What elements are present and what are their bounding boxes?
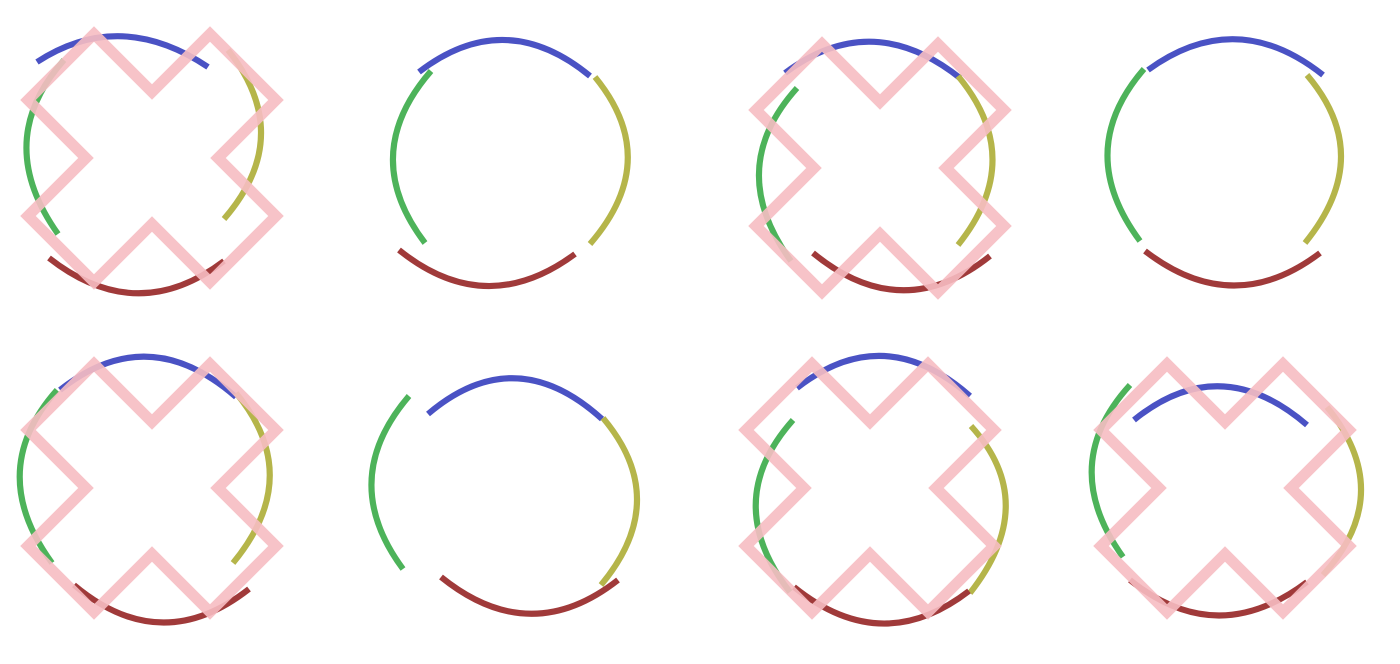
right-arc xyxy=(955,74,996,247)
bottom-arc xyxy=(439,574,620,617)
panel-5 xyxy=(16,353,284,626)
cross-outline-shape xyxy=(1093,356,1357,620)
left-arc xyxy=(755,85,800,263)
left-arc xyxy=(368,394,412,571)
left-arc xyxy=(1104,67,1147,243)
panel-4 xyxy=(1104,36,1344,289)
panel-8 xyxy=(1088,356,1364,620)
panel-3 xyxy=(748,36,1012,300)
panel-1 xyxy=(20,26,284,297)
cross-outline-icon xyxy=(738,356,1002,620)
top-arc xyxy=(426,375,605,422)
left-arc xyxy=(389,69,434,245)
cross-outline-shape xyxy=(738,356,1002,620)
bottom-arc xyxy=(72,582,251,626)
top-arc xyxy=(1146,36,1325,78)
bottom-arc xyxy=(811,250,992,294)
bottom-arc xyxy=(397,247,577,289)
right-arc xyxy=(598,416,640,587)
top-arc xyxy=(417,37,592,79)
cross-outline-icon xyxy=(1093,356,1357,620)
panel-6 xyxy=(368,375,640,617)
cross-outline-icon xyxy=(748,36,1012,300)
cross-outline-shape xyxy=(748,36,1012,300)
cross-outline-shape xyxy=(20,356,284,620)
cross-outline-icon xyxy=(20,26,284,290)
right-arc xyxy=(587,75,631,246)
right-arc xyxy=(230,391,273,565)
bottom-arc xyxy=(1143,248,1322,289)
cross-outline-shape xyxy=(20,26,284,290)
panel-7 xyxy=(738,352,1009,627)
cross-outline-icon xyxy=(20,356,284,620)
right-arc xyxy=(1302,73,1344,245)
top-arc xyxy=(1132,383,1309,428)
panel-2 xyxy=(389,37,631,289)
